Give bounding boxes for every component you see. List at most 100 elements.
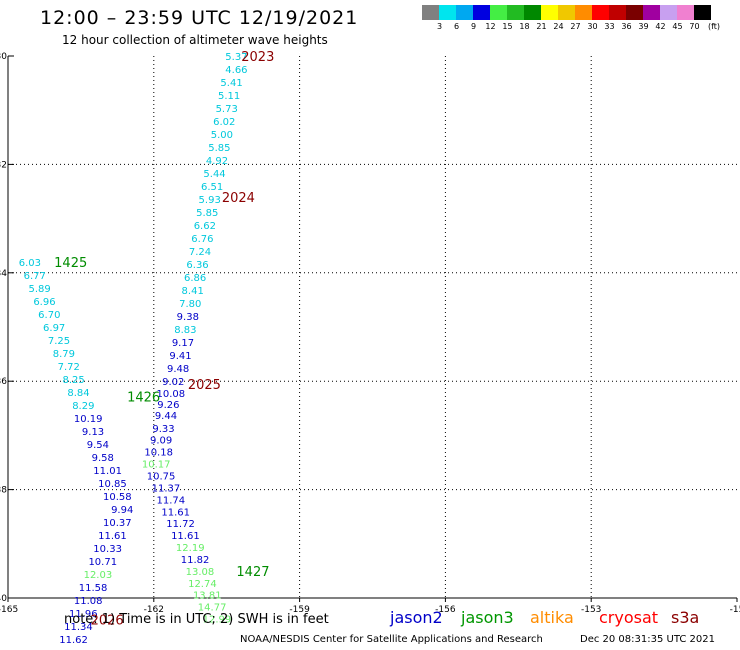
wave-height-point: 11.96 bbox=[69, 609, 98, 620]
wave-height-point: 11.58 bbox=[79, 583, 108, 594]
wave-height-point: 9.02 bbox=[162, 377, 184, 388]
wave-height-point: 9.33 bbox=[152, 424, 174, 435]
color-scale-label: 24 bbox=[553, 22, 564, 31]
wave-height-point: 9.94 bbox=[111, 505, 133, 516]
y-tick-label: -38 bbox=[0, 486, 7, 496]
wave-height-point: 12.19 bbox=[176, 543, 205, 554]
track-label: 2025 bbox=[188, 378, 221, 393]
y-tick-label: -34 bbox=[0, 269, 7, 279]
wave-height-point: 10.71 bbox=[88, 557, 117, 568]
wave-height-point: 10.17 bbox=[142, 460, 171, 471]
wave-height-point: 11.34 bbox=[64, 622, 93, 633]
wave-height-point: 9.54 bbox=[87, 440, 109, 451]
satellite-label: altika bbox=[530, 608, 574, 627]
wave-height-point: 6.70 bbox=[38, 310, 60, 321]
color-scale-label: 15 bbox=[502, 22, 513, 31]
wave-height-point: 6.03 bbox=[19, 258, 41, 269]
wave-height-point: 6.62 bbox=[194, 221, 216, 232]
wave-height-point: 6.76 bbox=[191, 234, 213, 245]
color-swatch bbox=[473, 5, 490, 20]
wave-height-point: 12.74 bbox=[188, 579, 217, 590]
color-swatch bbox=[609, 5, 626, 20]
x-tick-label: -162 bbox=[144, 605, 164, 615]
color-swatch bbox=[660, 5, 677, 20]
y-tick-label: -40 bbox=[0, 594, 7, 604]
wave-height-point: 9.17 bbox=[172, 338, 194, 349]
x-tick-label: -159 bbox=[289, 605, 310, 615]
color-swatch bbox=[456, 5, 473, 20]
color-scale-label: 6 bbox=[453, 22, 460, 31]
wave-height-point: 13.81 bbox=[193, 591, 222, 602]
wave-height-point: 10.85 bbox=[98, 479, 127, 490]
wave-height-point: 5.85 bbox=[208, 143, 230, 154]
color-scale-unit: (ft) bbox=[707, 22, 721, 31]
wave-height-point: 6.36 bbox=[186, 260, 208, 271]
wave-height-point: 9.26 bbox=[157, 400, 179, 411]
track-label: 1425 bbox=[54, 256, 87, 271]
satellite-label: cryosat bbox=[599, 608, 659, 627]
axes bbox=[7, 55, 738, 602]
wave-height-point: 14.77 bbox=[198, 603, 227, 614]
x-tick-label: -156 bbox=[435, 605, 456, 615]
track-label: 2026 bbox=[91, 614, 124, 629]
color-swatch bbox=[575, 5, 592, 20]
color-swatch bbox=[439, 5, 456, 20]
color-scale-label: 70 bbox=[689, 22, 700, 31]
credit-line: NOAA/NESDIS Center for Satellite Applica… bbox=[240, 634, 543, 645]
wave-height-point: 8.25 bbox=[62, 375, 84, 386]
x-tick-label: -153 bbox=[581, 605, 601, 615]
wave-height-point: 7.24 bbox=[189, 247, 211, 258]
y-tick-label: -30 bbox=[0, 52, 7, 62]
color-swatch bbox=[507, 5, 524, 20]
color-scale-label: 27 bbox=[570, 22, 581, 31]
wave-height-point: 5.11 bbox=[218, 91, 240, 102]
color-swatch bbox=[490, 5, 507, 20]
wave-height-point: 11.08 bbox=[74, 596, 103, 607]
wave-height-point: 13.08 bbox=[186, 567, 215, 578]
wave-height-point: 9.09 bbox=[150, 436, 172, 447]
color-swatch bbox=[592, 5, 609, 20]
wave-height-point: 11.72 bbox=[166, 519, 195, 530]
wave-height-point: 11.61 bbox=[98, 531, 127, 542]
page-subtitle: 12 hour collection of altimeter wave hei… bbox=[62, 33, 328, 47]
wave-height-point: 7.72 bbox=[58, 362, 80, 373]
satellite-label: jason3 bbox=[461, 608, 514, 627]
page-title: 12:00 – 23:59 UTC 12/19/2021 bbox=[40, 7, 359, 29]
wave-height-point: 12.03 bbox=[84, 570, 113, 581]
color-scale-label: 9 bbox=[470, 22, 477, 31]
track-label: 2023 bbox=[241, 50, 274, 65]
wave-height-point: 10.37 bbox=[103, 518, 132, 529]
color-scale-label: 33 bbox=[604, 22, 615, 31]
y-tick-label: -32 bbox=[0, 160, 7, 170]
tick-labels: -165 -162 -159 -156 -153 -15 -30 -32 -34 -36 -38 -4… bbox=[0, 52, 740, 615]
color-scale-label: 45 bbox=[672, 22, 683, 31]
color-scale-label: 21 bbox=[536, 22, 547, 31]
color-scale-label: 39 bbox=[638, 22, 649, 31]
wave-height-point: 11.01 bbox=[93, 466, 122, 477]
wave-height-point: 9.38 bbox=[177, 312, 199, 323]
wave-height-point: 5.89 bbox=[28, 284, 50, 295]
wave-height-point: 9.44 bbox=[155, 411, 177, 422]
data-points: 5.37 4.66 5.41 5.11 5.73 6.02 5.00 5.85 4.92 5.44… bbox=[19, 52, 248, 646]
wave-height-point: 4.66 bbox=[225, 65, 247, 76]
wave-height-point: 12.99 bbox=[203, 615, 232, 626]
color-scale-label: 36 bbox=[621, 22, 632, 31]
color-scale-label: 30 bbox=[587, 22, 598, 31]
wave-height-point: 7.25 bbox=[48, 336, 70, 347]
wave-height-point: 6.97 bbox=[43, 323, 65, 334]
footnote: note: 1) Time is in UTC; 2) SWH is in fe… bbox=[64, 612, 329, 627]
wave-height-point: 8.84 bbox=[67, 388, 89, 399]
wave-height-point: 6.02 bbox=[213, 117, 235, 128]
wave-height-point: 5.73 bbox=[216, 104, 238, 115]
satellite-label: s3a bbox=[671, 608, 700, 627]
wave-height-point: 6.77 bbox=[24, 271, 46, 282]
x-tick-label: -165 bbox=[0, 605, 18, 615]
satellite-label: jason2 bbox=[390, 608, 443, 627]
y-tick-label: -36 bbox=[0, 377, 7, 387]
wave-height-point: 9.41 bbox=[169, 351, 191, 362]
wave-height-point: 5.00 bbox=[211, 130, 233, 141]
wave-height-point: 9.48 bbox=[167, 364, 189, 375]
wave-height-point: 11.82 bbox=[181, 555, 210, 566]
wave-height-point: 8.29 bbox=[72, 401, 94, 412]
